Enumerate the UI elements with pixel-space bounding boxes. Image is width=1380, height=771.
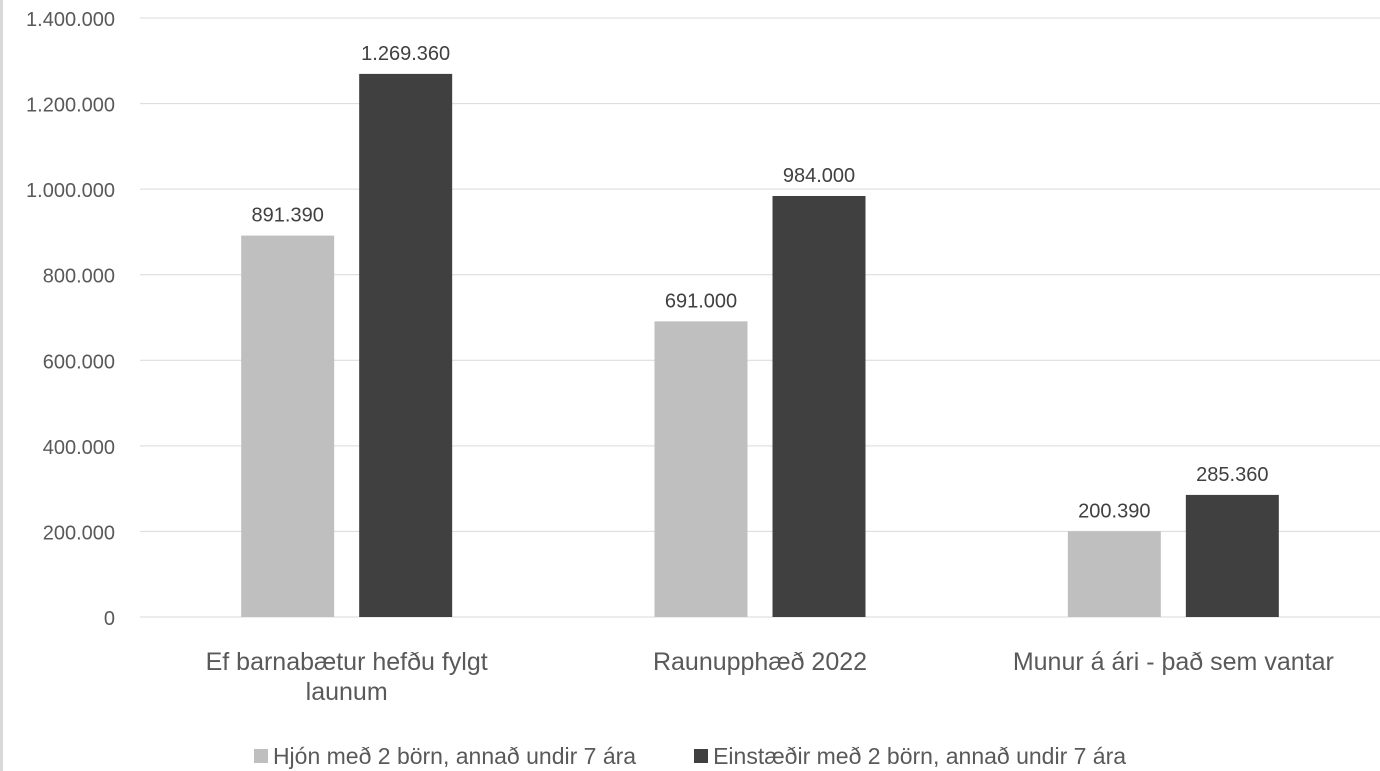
legend-item-series-2: Einstæðir með 2 börn, annað undir 7 ára [694,743,1126,770]
y-tick-label: 200.000 [43,522,115,544]
bar [359,73,453,617]
x-tick-label: Munur á ári - það sem vantar [1013,648,1334,676]
y-tick-label: 1.200.000 [26,95,115,117]
legend-item-series-1: Hjón með 2 börn, annað undir 7 ára [253,742,637,770]
data-label: 984.000 [783,165,855,187]
data-label: 1.269.360 [361,43,450,65]
legend: Hjón með 2 börn, annað undir 7 ára Einst… [0,742,1380,770]
y-tick-label: 1.000.000 [26,180,115,202]
x-tick-label: Ef barnabætur hefðu fylgt [206,648,488,676]
legend-label-series-2: Einstæðir með 2 börn, annað undir 7 ára [713,742,1127,769]
legend-swatch-series-1 [253,749,268,763]
bar [241,235,335,617]
y-tick-label: 400.000 [43,437,115,459]
bar [1185,494,1279,617]
data-label: 200.390 [1078,500,1150,522]
legend-label-series-1: Hjón með 2 börn, annað undir 7 ára [272,742,637,769]
bar [1067,531,1161,617]
y-tick-label: 800.000 [43,266,115,288]
legend-swatch-series-2 [694,749,709,763]
data-label: 891.390 [252,205,324,227]
bar [654,321,748,617]
data-label: 285.360 [1196,464,1268,486]
y-tick-label: 600.000 [43,351,115,373]
bar-chart: 0 200.000 400.000 600.000 800.000 1.000.000 1.… [26,9,1380,706]
chart-frame-edge [0,0,3,771]
y-tick-label: 0 [104,608,115,630]
x-tick-label: launum [306,678,388,706]
y-tick-label: 1.400.000 [26,9,115,31]
bar [772,195,866,617]
x-tick-label: Raunupphæð 2022 [653,648,867,676]
data-label: 691.000 [665,290,737,312]
